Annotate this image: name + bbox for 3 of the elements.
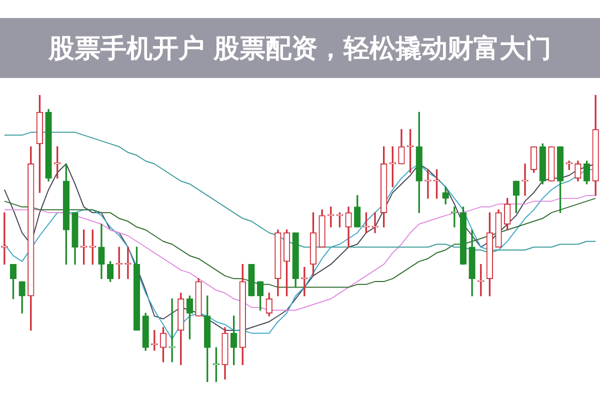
candlestick — [168, 298, 176, 362]
candlestick — [372, 212, 378, 234]
chart-title: 股票手机开户 股票配资，轻松撬动财富大门 — [0, 18, 600, 78]
